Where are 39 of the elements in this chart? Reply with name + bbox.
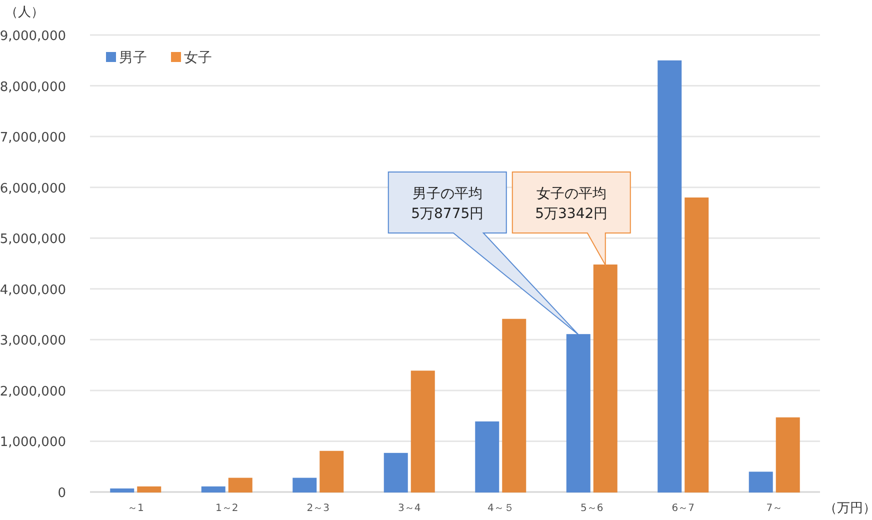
y-tick-label: 4,000,000 (0, 282, 66, 298)
bar (410, 370, 435, 492)
bar (292, 478, 317, 492)
x-axis-title: （万円） (824, 501, 872, 516)
bar (201, 486, 226, 492)
y-tick-label: 7,000,000 (0, 130, 66, 146)
y-tick-label: 1,000,000 (0, 435, 66, 450)
x-tick-label: 6～7 (672, 503, 694, 514)
bar (684, 197, 709, 492)
bar (384, 452, 408, 492)
x-tick-label: 1～2 (216, 503, 238, 514)
x-tick-label: 3～4 (398, 503, 421, 514)
legend-label: 女子 (184, 50, 212, 66)
y-tick-label: 6,000,000 (0, 181, 66, 196)
y-tick-label: 8,000,000 (0, 80, 66, 95)
bar (228, 478, 252, 492)
x-tick-label: ～1 (127, 503, 144, 514)
bar (658, 60, 682, 492)
y-axis-title: （人） (5, 5, 44, 20)
annotation: 男子の平均 5万8775円 (411, 186, 484, 222)
x-tick-label: 7～ (766, 503, 783, 514)
bar (475, 421, 500, 492)
x-tick-label: 2～3 (306, 503, 330, 514)
y-tick-label: 0 (58, 486, 66, 501)
bar (502, 318, 526, 492)
y-tick-label: 3,000,000 (0, 334, 66, 349)
y-tick-label: 9,000,000 (0, 29, 66, 44)
bar (748, 472, 773, 492)
x-tick-label: 4～５ (487, 503, 514, 514)
bar (137, 486, 162, 492)
y-tick-label: 5,000,000 (0, 232, 66, 248)
x-tick-label: 5～6 (580, 503, 604, 514)
y-tick-label: 2,000,000 (0, 384, 66, 400)
bar (110, 488, 134, 492)
bar (320, 450, 344, 492)
bar (593, 264, 618, 492)
annotation: 女子の平均 5万3342円 (535, 186, 608, 222)
legend-label: 男子 (119, 50, 147, 66)
bar (776, 417, 800, 492)
